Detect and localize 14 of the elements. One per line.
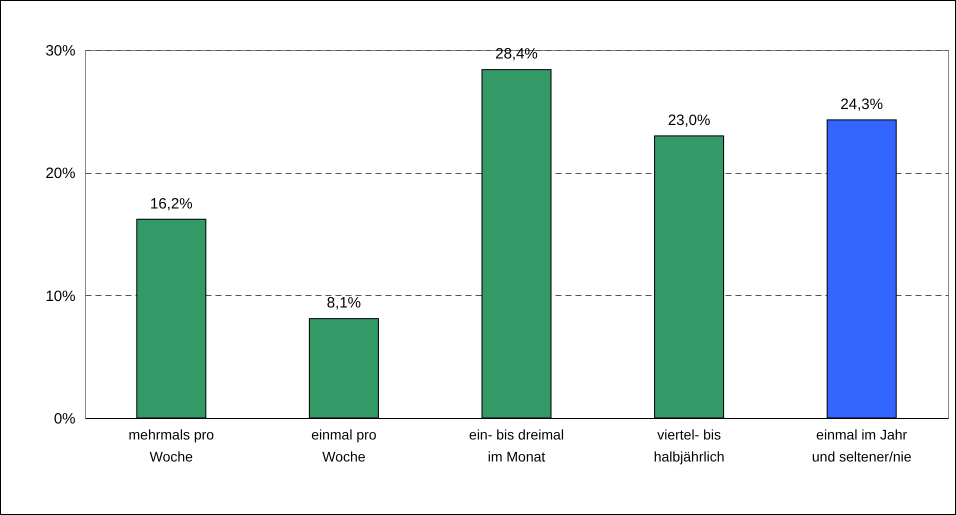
x-tick-label: einmal im Jahr und seltener/nie [812,426,912,464]
data-label: 16,2% [150,195,193,212]
y-tick-label: 10% [45,288,76,305]
x-tick-label: einmal pro Woche [311,426,377,464]
x-tick-label: mehrmals pro Woche [128,426,214,464]
y-tick-label: 30% [45,42,76,60]
y-tick-label: 0% [54,410,76,428]
data-label: 8,1% [326,294,361,312]
data-label: 28,4% [495,46,538,63]
data-label: 23,0% [668,112,710,129]
data-label: 24,3% [840,96,883,113]
x-tick-label: ein- bis dreimal im Monat [469,426,564,464]
y-tick-label: 20% [45,165,76,182]
x-tick-label: viertel- bis halbjährlich [654,426,725,464]
